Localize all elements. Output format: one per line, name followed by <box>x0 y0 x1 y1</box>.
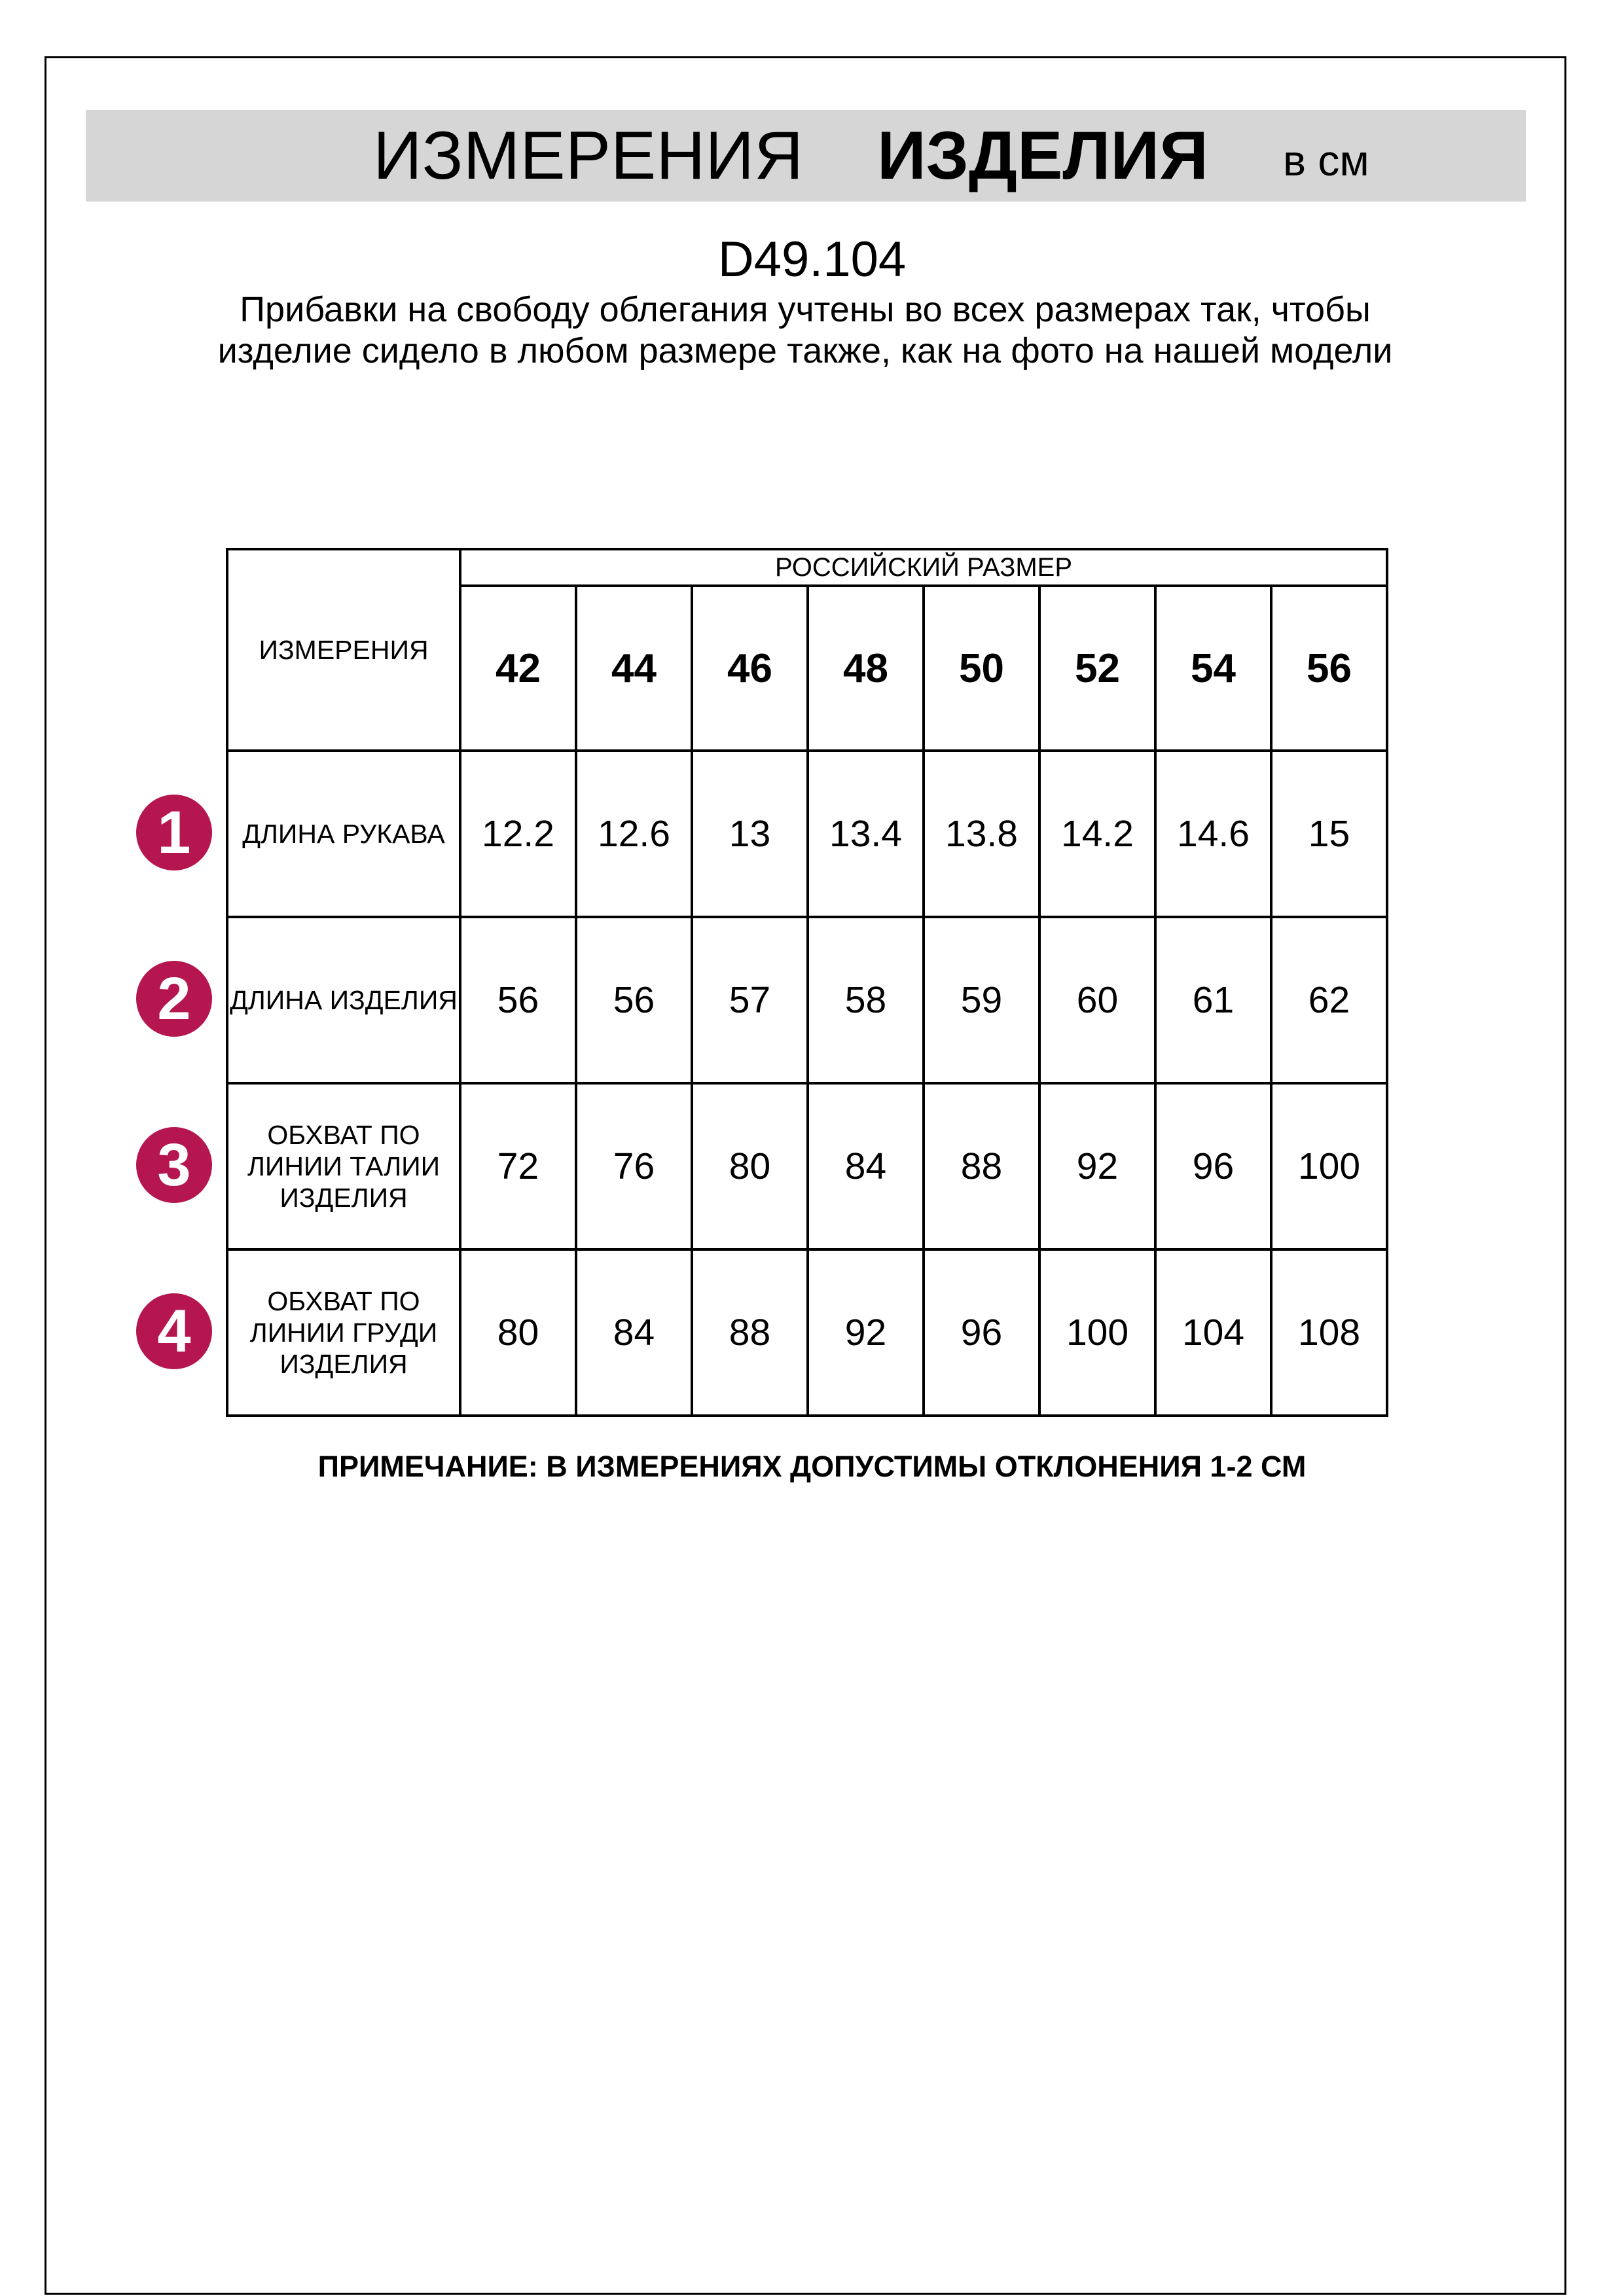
title-regular: ИЗМЕРЕНИЯ <box>373 118 804 194</box>
value-cell: 12.6 <box>575 749 693 918</box>
value-cell: 80 <box>691 1082 809 1251</box>
value-cell: 13 <box>691 749 809 918</box>
size-header: 52 <box>1038 584 1157 752</box>
value-cell: 92 <box>1038 1082 1157 1251</box>
value-cell: 58 <box>806 916 925 1085</box>
value-cell: 100 <box>1270 1082 1388 1251</box>
unit-label: в см <box>1283 136 1369 185</box>
value-cell: 61 <box>1154 916 1272 1085</box>
value-cell: 88 <box>922 1082 1041 1251</box>
product-code: D49.104 <box>717 232 907 287</box>
title-bold: ИЗДЕЛИЯ <box>877 118 1208 194</box>
value-cell: 72 <box>459 1082 577 1251</box>
value-cell: 76 <box>575 1082 693 1251</box>
value-cell: 15 <box>1270 749 1388 918</box>
value-cell: 100 <box>1038 1248 1157 1417</box>
measurement-label: ОБХВАТ ПО ЛИНИИ ТАЛИИ ИЗДЕЛИЯ <box>226 1082 461 1251</box>
measurement-label: ДЛИНА РУКАВА <box>226 749 461 918</box>
size-header: 44 <box>575 584 693 752</box>
number-badge: 4 <box>136 1293 212 1369</box>
value-cell: 108 <box>1270 1248 1388 1417</box>
description: Прибавки на свободу облегания учтены во … <box>217 290 1393 370</box>
measurement-label: ДЛИНА ИЗДЕЛИЯ <box>226 916 461 1085</box>
number-badge: 3 <box>136 1127 212 1203</box>
size-header: 48 <box>806 584 925 752</box>
table-row: ОБХВАТ ПО ЛИНИИ ТАЛИИ ИЗДЕЛИЯ 72 76 80 84 88 9… <box>226 1082 1388 1251</box>
corner-label: ИЗМЕРЕНИЯ <box>226 548 461 752</box>
group-label: РОССИЙСКИЙ РАЗМЕР <box>459 548 1388 587</box>
value-cell: 104 <box>1154 1248 1272 1417</box>
value-cell: 13.8 <box>922 749 1041 918</box>
value-cell: 84 <box>575 1248 693 1417</box>
value-cell: 80 <box>459 1248 577 1417</box>
table-row: ДЛИНА ИЗДЕЛИЯ 56 56 57 58 59 60 61 62 <box>226 916 1388 1085</box>
value-cell: 14.6 <box>1154 749 1272 918</box>
table-row: ДЛИНА РУКАВА 12.2 12.6 13 13.4 13.8 14.2 14.6 15 <box>226 749 1388 918</box>
value-cell: 57 <box>691 916 809 1085</box>
value-cell: 60 <box>1038 916 1157 1085</box>
value-cell: 88 <box>691 1248 809 1417</box>
value-cell: 96 <box>1154 1082 1272 1251</box>
value-cell: 56 <box>459 916 577 1085</box>
value-cell: 56 <box>575 916 693 1085</box>
size-header: 54 <box>1154 584 1272 752</box>
table-row: ОБХВАТ ПО ЛИНИИ ГРУДИ ИЗДЕЛИЯ 80 84 88 92 96 1… <box>226 1248 1388 1417</box>
value-cell: 96 <box>922 1248 1041 1417</box>
number-badge: 1 <box>136 795 212 870</box>
size-header: 56 <box>1270 584 1388 752</box>
title-banner <box>86 110 1526 202</box>
note: ПРИМЕЧАНИЕ: В ИЗМЕРЕНИЯХ ДОПУСТИМЫ ОТКЛО… <box>317 1450 1307 1483</box>
value-cell: 12.2 <box>459 749 577 918</box>
size-header: 42 <box>459 584 577 752</box>
value-cell: 62 <box>1270 916 1388 1085</box>
size-header: 46 <box>691 584 809 752</box>
value-cell: 92 <box>806 1248 925 1417</box>
value-cell: 14.2 <box>1038 749 1157 918</box>
number-badge: 2 <box>136 961 212 1037</box>
page-frame <box>45 56 1566 2295</box>
value-cell: 59 <box>922 916 1041 1085</box>
value-cell: 13.4 <box>806 749 925 918</box>
size-header: 50 <box>922 584 1041 752</box>
value-cell: 84 <box>806 1082 925 1251</box>
measurement-label: ОБХВАТ ПО ЛИНИИ ГРУДИ ИЗДЕЛИЯ <box>226 1248 461 1417</box>
size-table: ИЗМЕРЕНИЯ РОССИЙСКИЙ РАЗМЕР 42 44 46 48 50 52… <box>226 548 1388 1417</box>
